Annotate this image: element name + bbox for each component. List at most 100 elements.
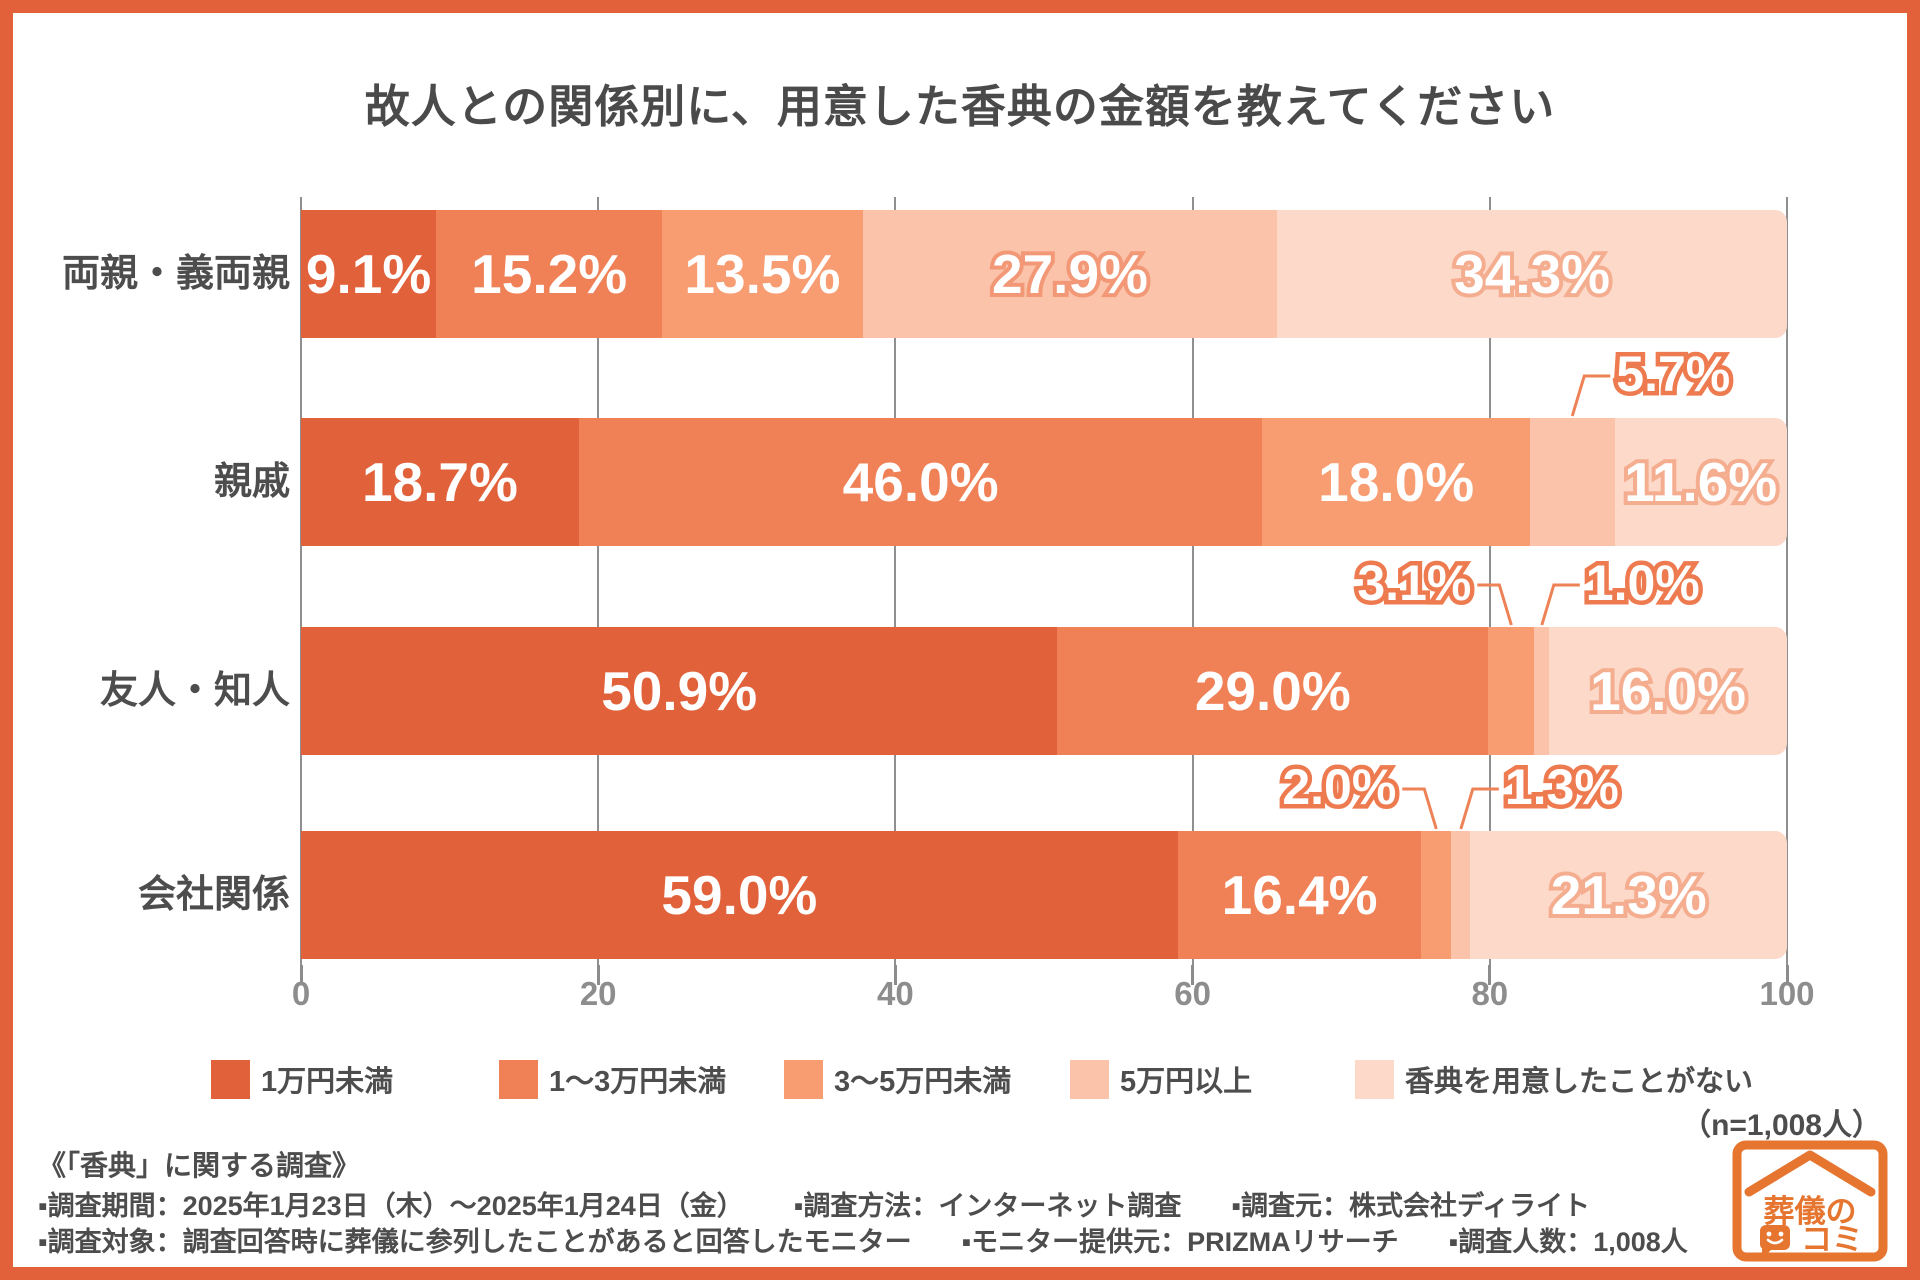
- bar-segment-value: 18.0%: [1318, 451, 1475, 513]
- bar-segment: [1451, 831, 1471, 959]
- survey-respondents: ▪調査人数：1,008人: [1448, 1227, 1688, 1257]
- axis-tick-label: 60: [1174, 975, 1211, 1012]
- survey-meta-line-1: ▪調査期間：2025年1月23日（木）〜2025年1月24日（金） ▪調査方法：…: [38, 1184, 1590, 1223]
- bar-segment: 11.6% 11.6%: [1614, 418, 1787, 546]
- legend-item: 1万円未満: [211, 1058, 393, 1100]
- bar-segment: [1421, 831, 1452, 959]
- outlined-value-stroke: 27.9%: [988, 239, 1152, 309]
- outlined-value-fill: 1.0%: [1585, 555, 1700, 611]
- survey-method: ▪調査方法：インターネット調査: [793, 1191, 1182, 1221]
- bar-segment: 18.0%: [1262, 418, 1530, 546]
- bar-segment-value: 34.3% 34.3%: [1450, 239, 1614, 309]
- legend-item: 香典を用意したことがない: [1355, 1058, 1753, 1100]
- bar-segment-value: 16.4%: [1221, 864, 1378, 926]
- callout-value-text: 1.3% 1.3%: [1500, 755, 1623, 820]
- axis-tick: [893, 965, 897, 985]
- sougi-no-kuchikomi-logo: 葬儀の コミ: [1732, 1140, 1888, 1262]
- bar-segment: 16.4%: [1177, 831, 1422, 959]
- bar-segment: 34.3% 34.3%: [1277, 210, 1787, 338]
- gridline: [1488, 197, 1491, 965]
- survey-period: ▪調査期間：2025年1月23日（木）〜2025年1月24日（金）: [38, 1191, 744, 1221]
- callout-value: 2.0% 2.0%: [301, 755, 1401, 820]
- bar-segment-value: 50.9%: [601, 660, 758, 722]
- axis-tick-label: 100: [1759, 975, 1815, 1012]
- callout-value: 3.1% 3.1%: [301, 551, 1476, 616]
- category-label: 友人・知人: [99, 670, 290, 712]
- axis-tick: [1785, 965, 1789, 985]
- outlined-value-fill: 16.0%: [1590, 660, 1747, 722]
- callout-leader-line: [1540, 583, 1580, 626]
- bar-segment: [1534, 627, 1550, 755]
- bar-segment: 21.3% 21.3%: [1470, 831, 1787, 959]
- axis-tick-label: 80: [1471, 975, 1509, 1012]
- legend-swatch: [784, 1059, 823, 1099]
- bar-segment: 13.5%: [662, 210, 863, 338]
- bar-segment: 50.9%: [301, 627, 1058, 755]
- bar-segment: [1529, 418, 1615, 546]
- bar-segment-value: 16.0% 16.0%: [1586, 656, 1750, 726]
- legend-swatch: [499, 1059, 538, 1099]
- bar-segment-value: 11.6% 11.6%: [1620, 447, 1781, 517]
- bar-segment-value: 59.0%: [661, 864, 818, 926]
- legend-label: 1〜3万円未満: [549, 1066, 727, 1098]
- chart-legend: 1万円未満 1〜3万円未満 3〜5万円未満 5万円以上 香典を用意したことがない: [0, 1058, 1920, 1100]
- callout-value-text: 2.0% 2.0%: [1278, 755, 1401, 820]
- bar-row: 9.1% 15.2% 13.5% 27.9% 27.9% 34.3% 34.3%: [301, 210, 1787, 338]
- bar-segment: 29.0%: [1057, 627, 1489, 755]
- gridline: [300, 197, 302, 965]
- outlined-value-stroke: 16.0%: [1586, 656, 1750, 726]
- legend-label: 3〜5万円未満: [834, 1066, 1012, 1098]
- outlined-value-stroke: 3.1%: [1353, 551, 1476, 616]
- category-label: 両親・義両親: [61, 253, 290, 295]
- category-label: 会社関係: [137, 874, 290, 916]
- legend-swatch: [211, 1059, 250, 1099]
- outlined-value-fill: 11.6%: [1624, 451, 1778, 513]
- bar-segment-value: 15.2%: [471, 243, 628, 305]
- outlined-value-stroke: 5.7%: [1612, 342, 1735, 407]
- plot-area: 0 20 40 60 80 100 9.1% 15.2% 13.5% 27.9% 27.9% 34.3…: [292, 197, 1815, 1012]
- outlined-value-stroke: 1.3%: [1500, 755, 1623, 820]
- outlined-value-fill: 1.3%: [1504, 759, 1619, 815]
- bar-segment-value: 21.3% 21.3%: [1547, 860, 1711, 930]
- gridline: [597, 197, 600, 965]
- survey-monitor-provider: ▪モニター提供元：PRIZMAリサーチ: [961, 1227, 1399, 1257]
- bar-segment: 9.1%: [301, 210, 437, 338]
- bar-segment-value: 18.7%: [361, 451, 518, 513]
- gridline: [1191, 197, 1194, 965]
- bar-segment-value: 13.5%: [684, 243, 841, 305]
- gridline: [1786, 197, 1788, 965]
- survey-target: ▪調査対象：調査回答時に葬儀に参列したことがあると回答したモニター: [38, 1227, 912, 1257]
- gridline: [894, 197, 897, 965]
- outlined-value-stroke: 11.6%: [1620, 447, 1781, 517]
- logo-text-line1: 葬儀の: [1764, 1194, 1857, 1229]
- axis-tick-label: 0: [291, 975, 311, 1012]
- bar-segment: 16.0% 16.0%: [1549, 627, 1787, 755]
- legend-item: 1〜3万円未満: [499, 1058, 726, 1100]
- page-title: 故人との関係別に、用意した香典の金額を教えてください: [364, 81, 1556, 132]
- outlined-value-stroke: 34.3%: [1450, 239, 1614, 309]
- bar-segment: 15.2%: [436, 210, 663, 338]
- outlined-value-fill: 5.7%: [1616, 346, 1731, 402]
- outlined-value-fill: 3.1%: [1357, 555, 1472, 611]
- outlined-value-fill: 2.0%: [1282, 759, 1397, 815]
- callout-value-text: 3.1% 3.1%: [1353, 551, 1476, 616]
- survey-title: 《「香典」に関する調査》: [38, 1150, 361, 1181]
- callout-leader-line: [1402, 787, 1438, 830]
- bar-segment: 27.9% 27.9%: [862, 210, 1278, 338]
- callout-value: 1.3% 1.3%: [1500, 755, 1623, 820]
- callout-leader-line: [1459, 787, 1499, 830]
- chart-area: 0 20 40 60 80 100 9.1% 15.2% 13.5% 27.9% 27.9% 34.3…: [0, 197, 1920, 1012]
- survey-meta-line-2: ▪調査対象：調査回答時に葬儀に参列したことがあると回答したモニター ▪モニター提…: [38, 1220, 1688, 1259]
- bar-segment-value: 29.0%: [1194, 660, 1351, 722]
- bar-row: 59.0% 16.4% 21.3% 21.3%: [301, 831, 1787, 959]
- logo-text-line2: コミ: [1801, 1222, 1863, 1257]
- outlined-value-stroke: 1.0%: [1581, 551, 1704, 616]
- bar-segment: 18.7%: [301, 418, 579, 546]
- legend-label: 5万円以上: [1120, 1066, 1253, 1098]
- bar-segment-value: 27.9% 27.9%: [988, 239, 1152, 309]
- callout-leader-line: [1570, 374, 1611, 417]
- outlined-value-fill: 21.3%: [1550, 864, 1707, 926]
- bar-segment-value: 46.0%: [842, 451, 999, 513]
- bar-segment: 59.0%: [301, 831, 1178, 959]
